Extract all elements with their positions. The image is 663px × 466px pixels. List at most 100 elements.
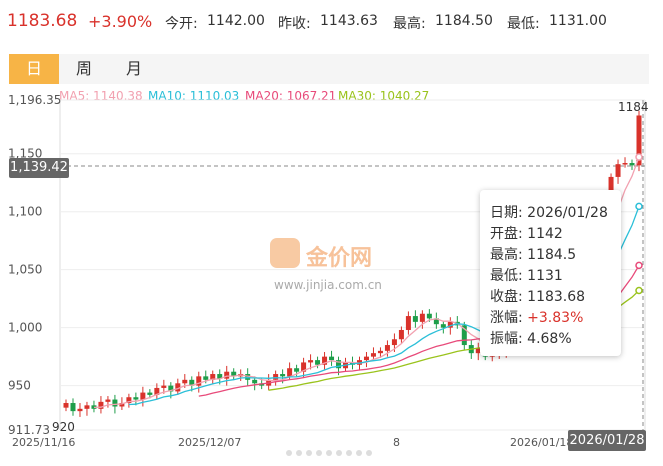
y-tick-label: 1,050 <box>8 263 42 277</box>
tooltip-close: 收盘: 1183.68 <box>490 289 586 305</box>
tab-week[interactable]: 周 <box>75 59 92 78</box>
ma10-line-end-marker <box>635 202 643 211</box>
candle-body <box>252 379 258 384</box>
candle-body <box>273 374 279 380</box>
candle-body <box>63 403 69 408</box>
tooltip-open: 开盘: 1142 <box>490 226 563 242</box>
tooltip-low: 最低: 1131 <box>490 268 563 284</box>
candle-body <box>91 405 97 409</box>
max-price-marker: 1184 <box>618 100 649 114</box>
open-label: 今开: <box>165 16 198 32</box>
candle-body <box>412 316 418 322</box>
y-tick-label: 1,100 <box>8 205 42 219</box>
candle-body <box>384 345 390 351</box>
candle-body <box>98 401 104 409</box>
current-price: 1183.68 <box>7 11 78 31</box>
y-tick-label: 1,196.35 <box>8 93 61 107</box>
watermark-logo-icon <box>270 238 300 268</box>
candle-body <box>280 374 286 377</box>
candle-body <box>119 403 125 407</box>
candle-body <box>217 374 223 379</box>
candle-body <box>398 329 404 340</box>
candle-body <box>419 313 425 322</box>
candle-body <box>224 371 230 379</box>
candle-body <box>196 376 202 386</box>
tooltip-high: 最高: 1184.5 <box>490 247 577 263</box>
candle-body <box>629 163 635 166</box>
candle-body <box>168 385 174 392</box>
candle-body <box>126 397 132 404</box>
candle-body <box>391 339 397 346</box>
ohlc-tooltip: 日期: 2026/01/28 开盘: 1142 最高: 1184.5 最低: 1… <box>480 190 621 356</box>
candle-body <box>161 385 167 388</box>
candle-body <box>147 392 153 395</box>
candle-body <box>105 399 111 402</box>
x-tick-label: 8 <box>393 436 400 449</box>
candle-body <box>405 316 411 330</box>
candle-body <box>133 397 139 400</box>
candle-body <box>370 353 376 357</box>
candle-body <box>377 350 383 354</box>
candle-body <box>447 321 453 328</box>
candle-body <box>461 325 467 346</box>
y-tick-label: 1,000 <box>8 321 42 335</box>
candle-body <box>140 392 146 400</box>
pagination-dots <box>286 450 372 456</box>
candle-body <box>287 368 293 377</box>
x-tick-label: 2025/11/16 <box>12 436 75 449</box>
candle-body <box>175 383 181 392</box>
candle-body <box>84 405 90 409</box>
watermark-brand: 金价网 <box>306 246 373 271</box>
y-tick-label: 911.73 <box>8 423 50 437</box>
prev-close-value: 1143.63 <box>320 13 378 29</box>
candle-body <box>475 348 481 354</box>
candle-body <box>426 313 432 319</box>
candle-body <box>245 374 251 380</box>
price-change-percent: +3.90% <box>88 12 153 31</box>
ma5-line-end-marker <box>635 153 643 161</box>
candle-body <box>363 356 369 361</box>
prev-close-label: 昨收: <box>278 16 311 32</box>
tab-month[interactable]: 月 <box>125 59 142 78</box>
candle-body <box>336 360 342 369</box>
candle-body <box>322 356 328 365</box>
candle-body <box>210 374 216 380</box>
tab-day[interactable]: 日 <box>9 54 59 84</box>
tooltip-change-label: 涨幅: <box>490 310 523 326</box>
low-value: 1131.00 <box>549 13 607 29</box>
tooltip-amplitude: 振幅: 4.68% <box>490 331 572 347</box>
candle-body <box>440 324 446 328</box>
crosshair-date-label: 2026/01/28 <box>568 430 646 451</box>
candle-body <box>154 387 160 395</box>
high-label: 最高: <box>393 16 426 32</box>
tooltip-change-value: +3.83% <box>527 310 584 326</box>
quote-header: 1183.68 +3.90% 今开: 1142.00 昨收: 1143.63 最… <box>0 0 663 48</box>
candle-body <box>77 408 83 412</box>
candle-body <box>636 115 642 166</box>
min-price-marker: 920 <box>52 420 75 434</box>
candle-body <box>231 371 237 377</box>
y-tick-label: 950 <box>8 379 31 393</box>
candle-body <box>622 163 628 165</box>
period-tabs: 日 周 月 <box>9 54 649 84</box>
crosshair-price-label: 1,139.42 <box>9 158 69 178</box>
x-tick-label: 2025/12/07 <box>178 436 241 449</box>
tooltip-date: 日期: 2026/01/28 <box>490 205 608 221</box>
tooltip-change: 涨幅: +3.83% <box>490 307 583 327</box>
x-tick-label: 2026/01/18 <box>510 436 573 449</box>
ma20-line-end-marker <box>635 261 643 270</box>
candle-body <box>189 379 195 386</box>
candle-body <box>182 379 188 384</box>
candle-body <box>615 164 621 177</box>
candle-body <box>112 399 118 407</box>
y-tick-label: 1,150 <box>8 147 42 161</box>
candle-body <box>329 356 335 361</box>
candle-body <box>308 360 314 363</box>
watermark-url: www.jinjia.com.cn <box>274 278 382 292</box>
candle-body <box>315 360 321 365</box>
candle-body <box>301 362 307 372</box>
low-label: 最低: <box>507 16 540 32</box>
candle-body <box>433 318 439 325</box>
ma30-line-end-marker <box>635 286 643 295</box>
candle-body <box>70 403 76 412</box>
